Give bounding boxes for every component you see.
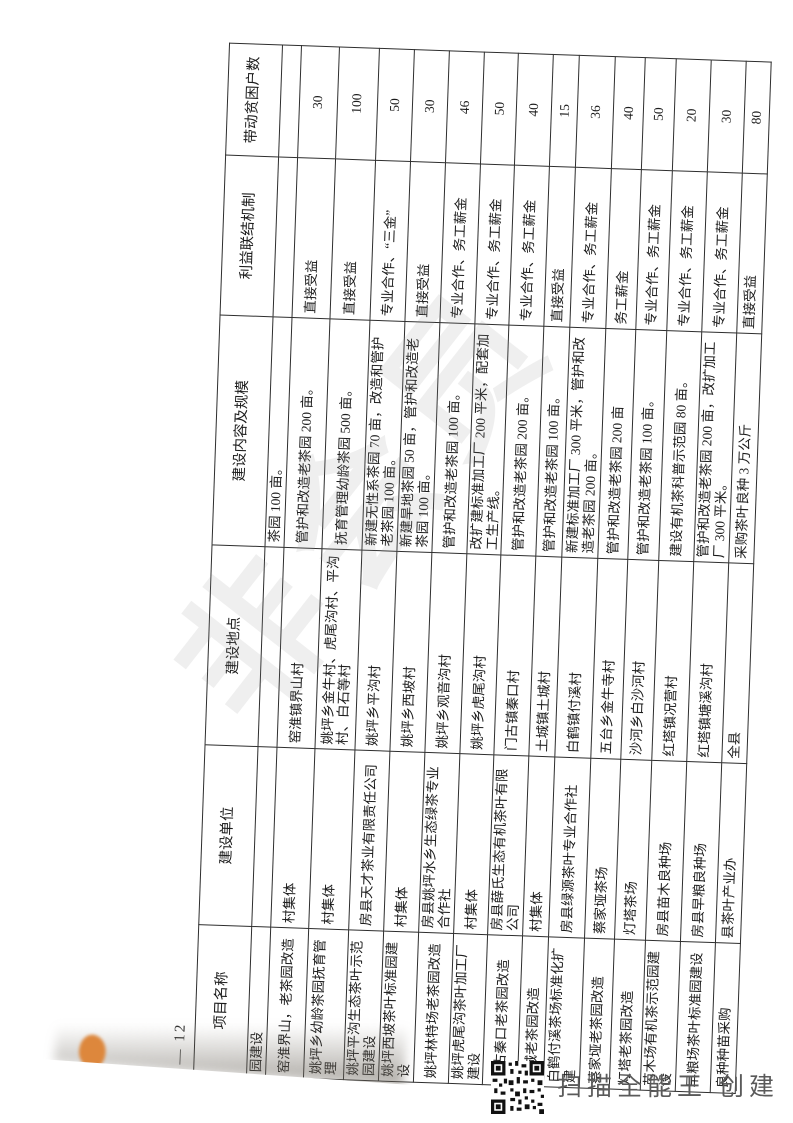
table-cell-households: 36 <box>575 55 616 169</box>
table-cell-mechanism: 专业合作、务工薪金 <box>667 170 708 332</box>
table-cell-unit: 村集体 <box>270 747 315 929</box>
table-cell-households: 50 <box>480 52 519 166</box>
table-cell-households: 20 <box>672 58 712 172</box>
table-cell-name: 姚坪虎尾沟茶叶加工厂建设 <box>447 933 489 1085</box>
table-cell-mechanism: 直接受益 <box>329 158 376 321</box>
column-header: 建设内容及规模 <box>212 314 274 547</box>
table-body: 园建设茶园 100 亩。窑淮界山，老茶园改造村集体窑淮镇界山村管护和改造老茶园 … <box>246 44 772 1094</box>
table-cell-households: 40 <box>514 53 554 167</box>
table-cell-mechanism: 专业合作、“三金” <box>369 160 411 322</box>
table-cell-households: 50 <box>375 48 415 162</box>
table-cell-mechanism: 专业合作、务工薪金 <box>439 162 481 324</box>
table-cell-households: 100 <box>335 46 380 161</box>
table-cell-mechanism: 专业合作、务工薪金 <box>474 163 515 326</box>
table-cell-households: 80 <box>742 61 772 174</box>
table-cell-mechanism: 直接受益 <box>291 157 336 319</box>
table-cell-name: 姚坪林特场老茶园改造 <box>413 932 454 1084</box>
scanner-footer: 扫描全能王 创建 <box>491 1061 779 1114</box>
column-header: 建设单位 <box>198 744 259 927</box>
table-cell-unit: 县茶叶产业办 <box>715 762 747 944</box>
table-cell-mechanism: 直接受益 <box>404 161 446 323</box>
table-cell-households: 30 <box>410 49 450 163</box>
column-header: 建设地点 <box>205 544 265 747</box>
table-cell-mechanism: 直接受益 <box>736 173 768 334</box>
scanner-watermark-label: 扫描全能王 创建 <box>557 1072 779 1101</box>
table-cell-mechanism: 专业合作、务工薪金 <box>509 165 550 327</box>
table-cell-households: 30 <box>707 59 747 174</box>
table-cell-households: 15 <box>549 54 580 168</box>
table-cell-households: 50 <box>641 57 677 171</box>
table-cell-unit: 村集体 <box>308 748 355 930</box>
qr-code-icon <box>491 1061 544 1114</box>
table-cell-location: 姚坪乡金牛村、虎尾沟村、平沟村、白石等村 <box>314 548 362 750</box>
column-header: 带动贫困户数 <box>225 43 283 157</box>
table-cell-mechanism: 专业合作、务工薪金 <box>570 167 612 329</box>
table-cell-households: 46 <box>445 50 484 164</box>
table-cell-households: 40 <box>611 56 646 170</box>
table-cell-households: 30 <box>297 45 340 159</box>
table-cell-mechanism: 专业合作、务工薪金 <box>701 171 743 334</box>
column-header: 利益联结机制 <box>220 155 279 317</box>
